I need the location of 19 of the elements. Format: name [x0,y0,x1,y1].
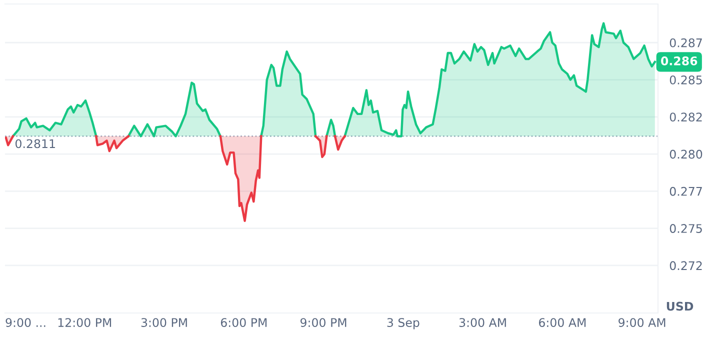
x-tick-label: 3:00 PM [141,318,187,327]
annotation: 0.286 [661,56,698,66]
x-tick-label: 9:00 ... [6,318,46,327]
y-tick-label: 0.272 [670,261,702,270]
y-axis-title: USD [666,302,694,311]
x-tick-label: 9:00 AM [618,318,666,327]
y-tick-label: 0.282 [670,112,702,122]
x-tick-label: 9:00 PM [300,318,346,327]
y-tick-label: 0.275 [670,224,702,233]
x-tick-label: 6:00 AM [539,318,586,327]
x-tick-label: 3 Sep [387,318,420,330]
ref-line-label: 0.2811 [16,139,55,148]
x-tick-label: 3:00 AM [459,318,506,327]
x-tick-label: 12:00 PM [58,318,112,327]
x-tick-label: 6:00 PM [220,318,267,327]
y-tick-label: 0.287 [670,38,702,48]
y-tick-label: 0.280 [670,150,702,159]
y-tick-label: 0.285 [670,75,702,84]
y-tick-label: 0.277 [670,186,702,196]
